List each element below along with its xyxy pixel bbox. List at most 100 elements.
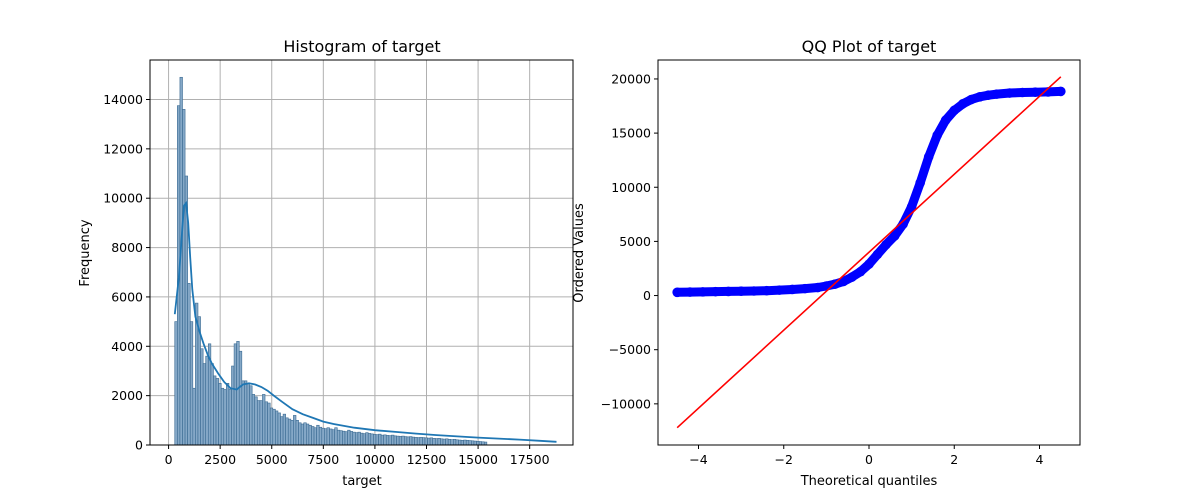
histogram-ytick-label: 12000 (103, 141, 143, 156)
histogram-bar (213, 375, 217, 446)
qq-point (940, 115, 951, 125)
histogram-bar (326, 427, 330, 446)
qq-point (1004, 88, 1015, 98)
qq-point (975, 92, 985, 102)
histogram-bar (200, 348, 204, 446)
histogram-bar (251, 394, 256, 446)
qq-yticks: −10000 −5000 0 5000 10000 15000 20000 (601, 71, 658, 411)
qq-point (697, 287, 708, 297)
histogram-bar (471, 440, 475, 446)
histogram-bar (360, 432, 364, 446)
histogram-bar (324, 428, 328, 446)
histogram-axes-frame (149, 59, 574, 446)
qq-point (749, 286, 759, 296)
qq-point (855, 266, 866, 277)
histogram-yticks: 0 2000 4000 6000 8000 10000 12000 14000 (103, 92, 150, 453)
histogram-bar (365, 432, 369, 446)
histogram-bar (321, 427, 325, 446)
histogram-bar (285, 417, 289, 446)
histogram-bar (373, 434, 377, 446)
histogram-bar (244, 380, 248, 446)
qq-point (672, 287, 682, 298)
qq-point (881, 239, 891, 250)
qq-xtick-label: 4 (1036, 452, 1044, 467)
histogram-bar (293, 415, 297, 446)
histogram-bar (254, 396, 258, 446)
histogram-xtick-label: 17500 (510, 452, 550, 467)
qq-panel: QQ Plot of target Theoretical quantiles … (572, 37, 1081, 489)
histogram-bar (300, 423, 305, 446)
histogram-bar (427, 437, 431, 446)
histogram-bar (383, 434, 387, 446)
qq-points (672, 86, 1066, 298)
histogram-bar (290, 420, 294, 446)
histogram-bar (349, 431, 354, 446)
histogram-bar (264, 401, 268, 446)
histogram-bar (422, 437, 426, 446)
histogram-xtick-label: 0 (165, 452, 173, 467)
qq-point (1017, 87, 1028, 98)
qq-fit-line-segment (676, 76, 1062, 429)
histogram-bar (236, 341, 240, 446)
histogram-bar (404, 436, 408, 446)
histogram-bar (398, 436, 403, 446)
histogram-bar (370, 433, 374, 446)
qq-point (1043, 87, 1053, 97)
qq-point (723, 286, 734, 297)
histogram-bar (306, 423, 310, 446)
histogram-bar (313, 427, 317, 446)
histogram-bar (187, 283, 191, 446)
histogram-bar (267, 402, 271, 446)
qq-axes-frame (657, 59, 1081, 446)
qq-ytick-label: 0 (643, 288, 651, 303)
histogram-bar (318, 426, 323, 446)
histogram-bar (202, 363, 207, 446)
qq-ylabel: Ordered Values (572, 203, 587, 303)
histogram-bar (419, 437, 423, 446)
histogram-bar (406, 436, 410, 446)
histogram-xtick-label: 12500 (407, 452, 447, 467)
qq-point (915, 178, 925, 188)
histogram-bar (336, 429, 341, 446)
histogram-bar (275, 410, 279, 446)
histogram-xlabel: target (342, 474, 382, 489)
qq-xtick-label: −4 (689, 452, 707, 467)
histogram-bar (298, 422, 302, 446)
histogram-bar (357, 431, 361, 446)
histogram-bar (231, 365, 235, 446)
histogram-xtick-label: 15000 (458, 452, 498, 467)
histogram-xtick-label: 5000 (256, 452, 288, 467)
histogram-bar (347, 429, 351, 446)
histogram-bar (344, 431, 348, 446)
qq-point (787, 284, 798, 295)
histogram-bar (215, 378, 219, 446)
histogram-bar (182, 109, 186, 446)
histogram-bar (269, 407, 274, 446)
histogram-panel: Histogram of target target Frequency 0 25… (78, 37, 574, 489)
histogram-bar (238, 350, 243, 446)
histogram-bar (432, 438, 436, 446)
histogram-bar (458, 439, 462, 446)
histogram-bar (440, 438, 444, 446)
histogram-bar (218, 383, 222, 446)
histogram-ylabel: Frequency (78, 219, 93, 286)
histogram-bar (205, 355, 209, 446)
histogram-xtick-label: 10000 (355, 452, 395, 467)
qq-xtick-label: −2 (775, 452, 793, 467)
qq-point (774, 285, 785, 295)
qq-point (992, 89, 1002, 99)
histogram-bar (378, 433, 382, 446)
histogram-bar (414, 437, 418, 446)
qq-ytick-label: −5000 (609, 342, 651, 357)
histogram-bar (308, 424, 312, 446)
qq-point (889, 231, 900, 241)
histogram-bar (339, 430, 343, 446)
histogram-bar (463, 439, 467, 446)
histogram-bar (409, 436, 413, 446)
qq-point (736, 286, 746, 297)
qq-xlabel: Theoretical quantiles (800, 474, 938, 489)
qq-point (898, 219, 908, 229)
histogram-bar (473, 440, 477, 446)
histogram-bar (391, 434, 395, 446)
histogram-bar (476, 440, 480, 446)
